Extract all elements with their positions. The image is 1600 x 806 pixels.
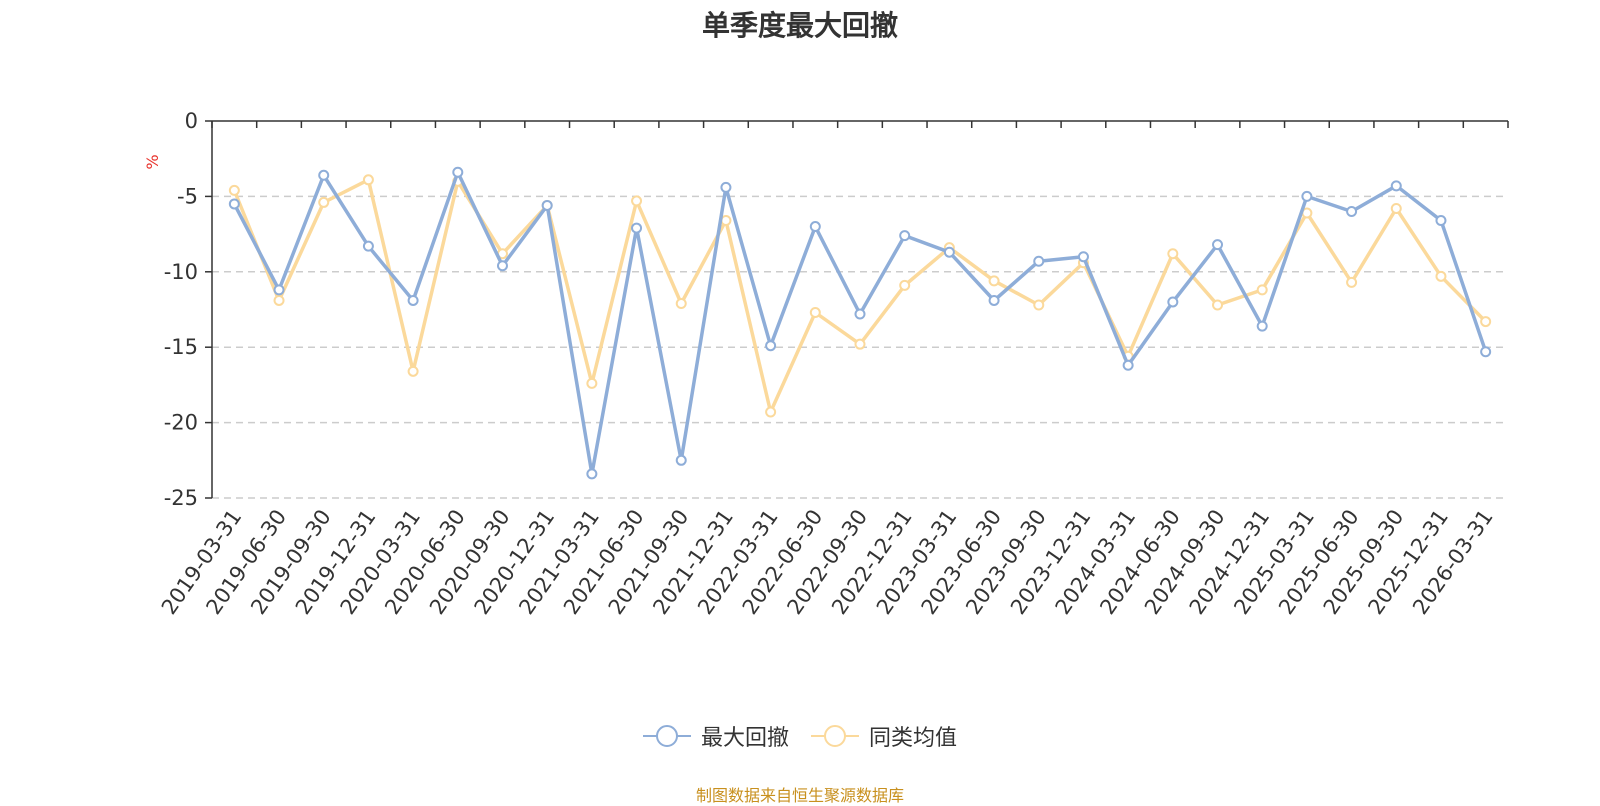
series-line-max-drawdown [232,170,1488,476]
data-point-max-drawdown [988,294,1000,306]
data-point-peer-average [809,307,821,319]
data-point-max-drawdown [854,308,866,320]
y-tick-label: -5 [177,184,198,208]
y-tick-label: 0 [185,109,198,133]
data-point-max-drawdown [943,246,955,258]
data-point-peer-average [675,297,687,309]
y-axis-unit-label: % [143,154,162,169]
data-point-max-drawdown [362,240,374,252]
data-point-max-drawdown [1480,346,1492,358]
data-point-max-drawdown [1346,205,1358,217]
data-point-max-drawdown [1122,359,1134,371]
data-point-max-drawdown [1212,239,1224,251]
data-point-peer-average [228,184,240,196]
data-point-peer-average [362,174,374,186]
data-point-max-drawdown [899,230,911,242]
y-tick-label: -25 [164,486,198,510]
data-point-max-drawdown [1077,251,1089,263]
data-point-max-drawdown [273,284,285,296]
data-point-max-drawdown [407,294,419,306]
data-point-max-drawdown [765,340,777,352]
data-point-peer-average [720,215,732,227]
data-point-peer-average [1390,202,1402,214]
legend-label-max-drawdown: 最大回撤 [700,726,789,751]
data-point-peer-average [1480,316,1492,328]
data-point-max-drawdown [809,221,821,233]
data-point-peer-average [988,275,1000,287]
data-point-peer-average [854,338,866,350]
data-point-peer-average [273,294,285,306]
legend-label-peer-average: 同类均值 [869,726,958,751]
data-point-peer-average [631,195,643,207]
y-tick-label: -15 [164,335,198,359]
data-point-peer-average [407,365,419,377]
legend-item-peer-average[interactable]: 同类均值 [811,720,957,752]
data-point-peer-average [1033,299,1045,311]
data-point-max-drawdown [720,181,732,193]
data-point-max-drawdown [1167,296,1179,308]
series-lines [228,166,1492,480]
legend-item-max-drawdown[interactable]: 最大回撤 [642,720,789,752]
data-point-max-drawdown [586,468,598,480]
data-point-peer-average [1435,270,1447,282]
data-point-max-drawdown [541,199,553,211]
data-point-peer-average [586,377,598,389]
data-point-peer-average [899,279,911,291]
data-point-peer-average [1346,276,1358,288]
data-point-max-drawdown [1301,190,1313,202]
data-point-max-drawdown [318,169,330,181]
data-point-max-drawdown [1390,180,1402,192]
y-tick-label: -10 [164,260,198,284]
data-point-max-drawdown [228,198,240,210]
data-point-peer-average [318,196,330,208]
data-point-max-drawdown [675,454,687,466]
legend: 最大回撤 同类均值 [0,720,1600,752]
chart-title: 单季度最大回撤 [701,9,898,42]
legend-marker-max-drawdown-icon [642,725,691,747]
data-point-max-drawdown [1033,255,1045,267]
series-line-peer-average [232,178,1487,414]
data-point-peer-average [1212,299,1224,311]
y-tick-label: -20 [164,411,198,435]
data-point-max-drawdown [1256,320,1268,332]
data-point-max-drawdown [452,166,464,178]
data-point-max-drawdown [631,222,643,234]
source-note: 制图数据来自恒生聚源数据库 [695,786,904,805]
data-point-max-drawdown [1435,215,1447,227]
data-point-peer-average [1167,248,1179,260]
data-point-max-drawdown [496,260,508,272]
data-point-peer-average [1256,284,1268,296]
legend-marker-peer-average-icon [811,725,859,747]
data-point-peer-average [765,406,777,418]
